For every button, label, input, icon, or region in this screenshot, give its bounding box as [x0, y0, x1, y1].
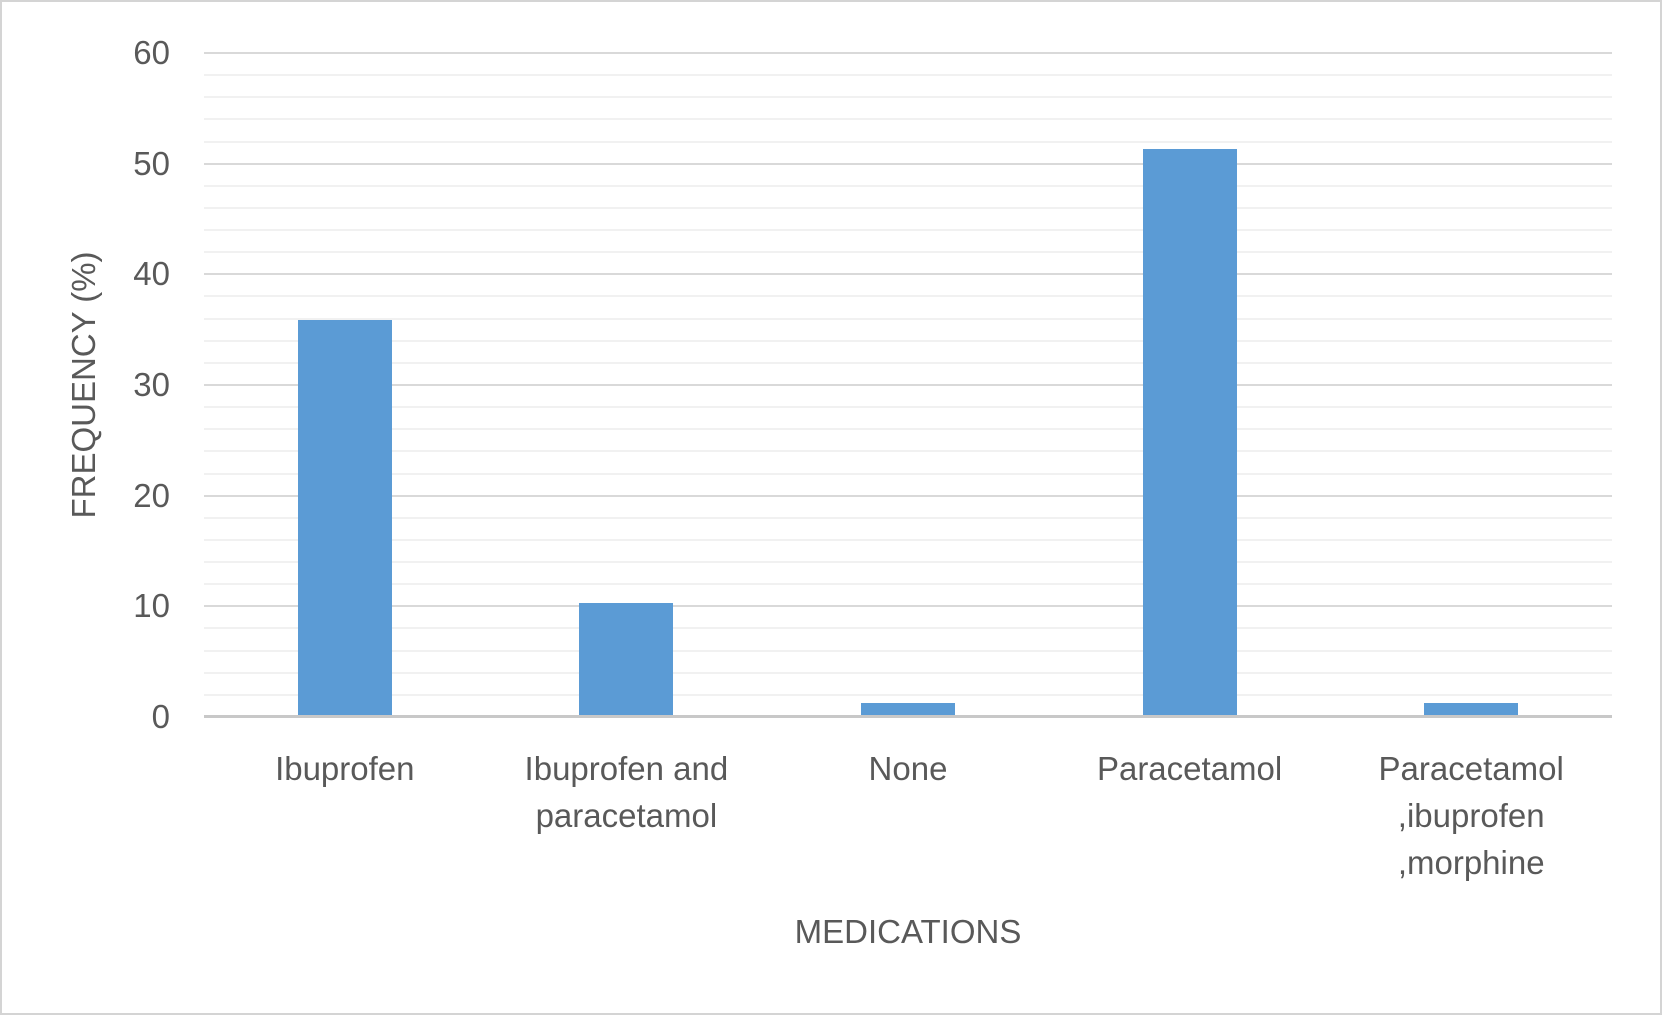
minor-gridline [204, 251, 1612, 254]
y-tick-label-60: 60 [133, 34, 170, 71]
minor-gridline [204, 140, 1612, 143]
major-gridline [204, 605, 1612, 608]
x-axis-line [204, 715, 1612, 718]
minor-gridline [204, 561, 1612, 564]
y-tick-label-40: 40 [133, 255, 170, 293]
minor-gridline [204, 671, 1612, 674]
minor-gridline [204, 229, 1612, 232]
minor-gridline [204, 118, 1612, 121]
minor-gridline [204, 406, 1612, 409]
x-category-label-1: Ibuprofen [275, 750, 415, 787]
minor-gridline [204, 693, 1612, 696]
minor-gridline [204, 472, 1612, 475]
minor-gridline [204, 184, 1612, 187]
minor-gridline [204, 538, 1612, 541]
minor-gridline [204, 450, 1612, 453]
y-axis-title: FREQUENCY (%) [65, 251, 102, 519]
minor-gridline [204, 583, 1612, 586]
x-category-label-4: Paracetamol [1096, 750, 1283, 787]
minor-gridline [204, 516, 1612, 519]
bar-5 [1424, 702, 1519, 717]
bar-2 [579, 603, 674, 717]
minor-gridline [204, 649, 1612, 652]
x-category-label-2: Ibuprofen and paracetamol [524, 750, 729, 834]
major-gridline [204, 273, 1612, 276]
minor-gridline [204, 74, 1612, 77]
minor-gridline [204, 428, 1612, 431]
plot-area [204, 52, 1612, 718]
minor-gridline [204, 361, 1612, 364]
major-gridline [204, 494, 1612, 497]
minor-gridline [204, 339, 1612, 342]
bar-4 [1142, 149, 1237, 717]
major-gridline [204, 162, 1612, 165]
bar-1 [297, 319, 392, 717]
x-axis-title: MEDICATIONS [794, 913, 1022, 950]
x-category-label-3: None [868, 750, 948, 787]
minor-gridline [204, 317, 1612, 320]
y-tick-label-50: 50 [133, 144, 170, 182]
y-tick-label-10: 10 [133, 587, 170, 625]
minor-gridline [204, 96, 1612, 99]
bar-3 [861, 702, 955, 717]
x-category-label-5: Paracetamol ,ibuprofen ,morphine [1378, 750, 1564, 881]
y-tick-label-0: 0 [151, 698, 170, 735]
minor-gridline [204, 206, 1612, 209]
minor-gridline [204, 627, 1612, 630]
major-gridline [204, 52, 1612, 54]
y-tick-label-20: 20 [133, 476, 170, 514]
y-tick-label-30: 30 [133, 366, 170, 403]
minor-gridline [204, 295, 1612, 298]
major-gridline [204, 384, 1612, 386]
